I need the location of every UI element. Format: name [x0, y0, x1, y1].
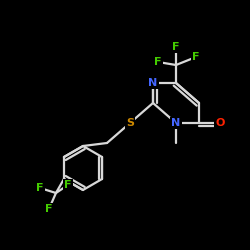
Text: F: F	[192, 52, 200, 62]
Text: F: F	[154, 57, 162, 67]
Text: F: F	[64, 180, 72, 190]
Text: F: F	[36, 183, 44, 193]
Text: F: F	[45, 204, 53, 214]
Text: S: S	[126, 118, 134, 128]
Text: N: N	[148, 78, 158, 88]
Text: O: O	[215, 118, 225, 128]
Text: N: N	[172, 118, 180, 128]
Text: F: F	[172, 42, 180, 52]
